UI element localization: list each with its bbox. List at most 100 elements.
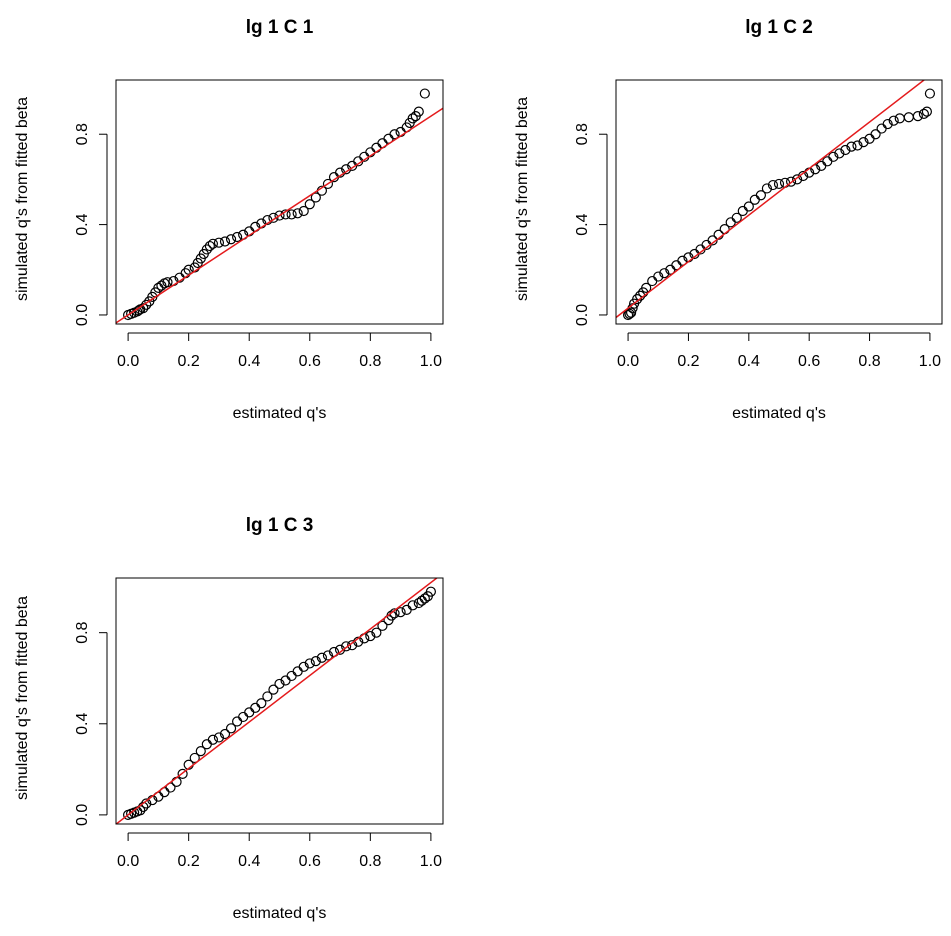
data-point: [207, 734, 218, 745]
y-tick-label: 0.0: [574, 304, 591, 326]
data-point: [304, 658, 315, 669]
data-point: [731, 212, 742, 223]
data-point: [416, 595, 427, 606]
y-tick-label: 0.8: [74, 621, 91, 643]
data-point: [395, 126, 406, 138]
data-point: [743, 201, 754, 212]
data-point: [737, 205, 748, 217]
data-point: [292, 666, 303, 677]
x-axis-label: estimated q's: [233, 405, 327, 422]
data-point: [767, 179, 779, 191]
plot-frame: [615, 79, 943, 325]
data-point: [189, 752, 200, 764]
data-point: [912, 111, 923, 122]
data-point: [761, 183, 773, 194]
chart-title: lg 1 C 1: [246, 17, 314, 38]
data-point: [858, 137, 869, 148]
data-point: [268, 684, 279, 695]
reference-line: [116, 107, 443, 324]
x-axis-label: estimated q's: [233, 905, 327, 922]
x-tick-label: 0.8: [359, 353, 381, 370]
data-point: [256, 698, 267, 709]
data-point: [792, 174, 803, 185]
x-tick-label: 0.8: [858, 353, 880, 370]
data-point: [371, 142, 382, 153]
y-tick-label: 0.8: [74, 123, 91, 145]
data-point: [177, 768, 188, 779]
data-point: [213, 732, 225, 743]
data-point: [903, 112, 914, 123]
x-tick-label: 0.6: [299, 353, 321, 370]
data-point: [822, 156, 833, 167]
data-point: [653, 271, 664, 282]
data-point: [274, 210, 285, 221]
data-point: [834, 148, 845, 159]
data-point: [262, 691, 273, 702]
data-point: [395, 607, 406, 618]
data-point: [250, 702, 261, 713]
data-point: [213, 237, 225, 248]
data-point: [921, 106, 933, 117]
data-point: [840, 144, 851, 156]
data-point: [322, 650, 334, 661]
data-point: [882, 118, 893, 130]
data-point: [773, 178, 785, 190]
data-point: [876, 123, 887, 134]
chart-panel-3: lg 1 C 3 0.0 0.2 0.4 0.6 0.8 1.0 0.0 0.4 0.8 estim…: [14, 515, 444, 922]
data-point: [624, 308, 635, 319]
data-point: [755, 190, 766, 201]
data-point: [219, 236, 231, 247]
data-point: [322, 178, 334, 190]
data-point: [298, 661, 309, 672]
x-tick-label: 0.0: [117, 853, 139, 870]
data-point: [918, 108, 929, 119]
data-point: [641, 282, 652, 293]
data-point: [377, 620, 388, 631]
data-point: [201, 244, 212, 255]
chart-panel-2: lg 1 C 2 0.0 0.2 0.4 0.6 0.8 1.0 0.0 0.4 0.8 estim…: [514, 17, 943, 422]
y-tick-label: 0.0: [74, 304, 91, 326]
data-point: [852, 140, 863, 151]
data-point: [201, 739, 212, 750]
data-point: [647, 275, 658, 287]
data-point: [195, 746, 206, 757]
plot-frame: [115, 577, 444, 825]
x-axis-label: estimated q's: [732, 405, 826, 422]
data-point: [268, 212, 279, 223]
data-point: [204, 240, 215, 252]
data-point: [389, 129, 400, 140]
data-point: [371, 627, 382, 638]
data-point: [425, 586, 436, 597]
data-point: [232, 231, 243, 243]
data-point: [274, 678, 285, 690]
x-tick-label: 0.0: [117, 353, 139, 370]
x-tick-label: 0.6: [299, 853, 321, 870]
data-point: [401, 604, 412, 615]
data-point: [219, 728, 231, 740]
data-point: [725, 217, 736, 228]
data-point: [413, 597, 424, 609]
data-point: [207, 238, 218, 249]
data-point: [677, 255, 688, 266]
data-point: [870, 129, 881, 140]
y-tick-label: 0.0: [74, 804, 91, 826]
x-tick-label: 1.0: [420, 853, 442, 870]
data-point: [156, 280, 167, 291]
data-point: [162, 277, 173, 288]
data-point: [749, 194, 760, 205]
x-tick-label: 0.2: [178, 853, 200, 870]
x-tick-label: 0.8: [359, 853, 381, 870]
data-point: [407, 113, 418, 124]
data-point: [310, 656, 321, 667]
data-point: [828, 151, 839, 162]
data-point: [298, 205, 309, 217]
chart-panel-1: lg 1 C 1 0.0 0.2 0.4 0.6 0.8 1.0 0.0 0.4 0.8 estim…: [14, 17, 444, 422]
y-axis-label: simulated q's from fitted beta: [14, 596, 31, 800]
data-point: [238, 711, 249, 723]
y-axis-label: simulated q's from fitted beta: [14, 97, 31, 301]
data-point: [846, 141, 857, 152]
data-point: [785, 176, 797, 187]
data-point: [924, 88, 936, 99]
y-tick-label: 0.8: [574, 123, 591, 145]
